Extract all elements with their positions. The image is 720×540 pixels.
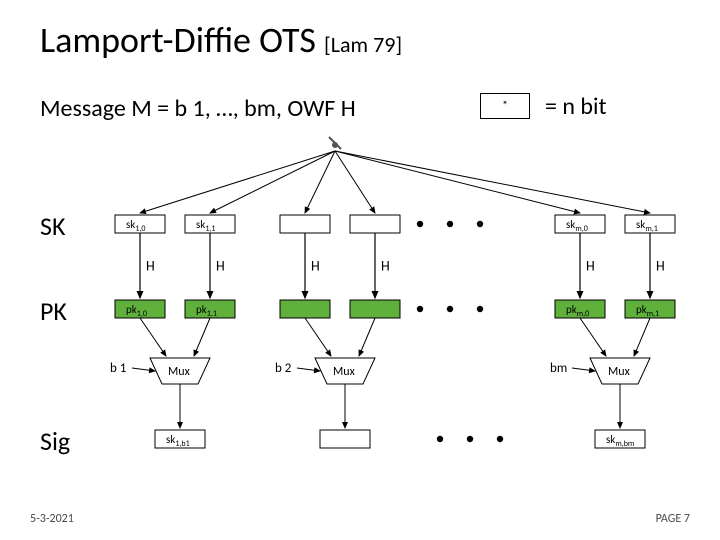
svg-text:H: H — [586, 258, 595, 275]
svg-text:H: H — [146, 258, 155, 275]
svg-text:H: H — [656, 258, 665, 275]
slide-page: PAGE 7 — [656, 512, 690, 526]
svg-text:Mux: Mux — [333, 365, 356, 379]
svg-text:H: H — [216, 258, 225, 275]
diagram-svg: sk1,0sk1,1skm,0skm,1pk1,0pk1,1pkm,0pkm,1… — [0, 0, 720, 540]
svg-text:Mux: Mux — [608, 365, 631, 379]
slide-date: 5-3-2021 — [30, 512, 74, 526]
svg-text:Mux: Mux — [168, 365, 191, 379]
svg-text:H: H — [311, 258, 320, 275]
svg-text:b 2: b 2 — [275, 361, 292, 376]
svg-text:bm: bm — [550, 361, 567, 376]
svg-text:H: H — [381, 258, 390, 275]
svg-text:b 1: b 1 — [110, 361, 126, 376]
